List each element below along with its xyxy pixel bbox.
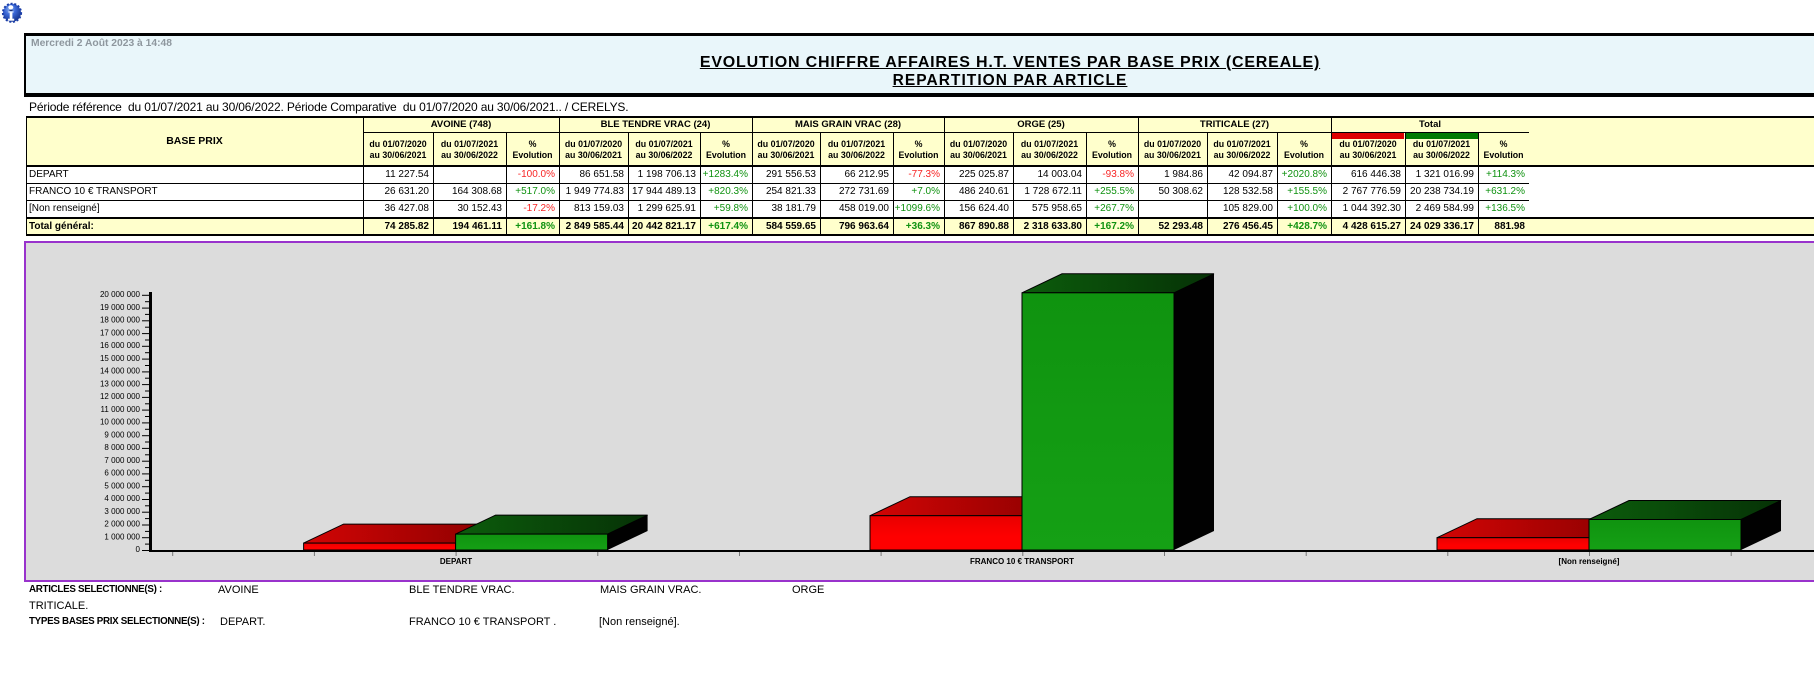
svg-text:17 000 000: 17 000 000 bbox=[100, 328, 141, 337]
svg-text:15 000 000: 15 000 000 bbox=[100, 354, 141, 363]
svg-text:11 000 000: 11 000 000 bbox=[101, 405, 141, 414]
svg-text:1 000 000: 1 000 000 bbox=[104, 532, 140, 541]
svg-text:8 000 000: 8 000 000 bbox=[104, 443, 140, 452]
svg-text:20 000 000: 20 000 000 bbox=[100, 290, 141, 299]
svg-text:3 000 000: 3 000 000 bbox=[104, 507, 140, 516]
svg-text:12 000 000: 12 000 000 bbox=[100, 392, 141, 401]
svg-text:2 000 000: 2 000 000 bbox=[104, 520, 140, 529]
svg-text:0: 0 bbox=[136, 545, 141, 554]
svg-text:18 000 000: 18 000 000 bbox=[100, 316, 141, 325]
svg-text:16 000 000: 16 000 000 bbox=[100, 341, 141, 350]
svg-text:14 000 000: 14 000 000 bbox=[100, 367, 141, 376]
svg-text:10 000 000: 10 000 000 bbox=[100, 418, 141, 427]
svg-text:19 000 000: 19 000 000 bbox=[100, 303, 141, 312]
svg-text:13 000 000: 13 000 000 bbox=[100, 379, 141, 388]
svg-text:4 000 000: 4 000 000 bbox=[104, 494, 140, 503]
svg-text:5 000 000: 5 000 000 bbox=[104, 481, 140, 490]
svg-text:7 000 000: 7 000 000 bbox=[104, 456, 140, 465]
svg-text:9 000 000: 9 000 000 bbox=[104, 430, 140, 439]
svg-text:6 000 000: 6 000 000 bbox=[104, 469, 140, 478]
